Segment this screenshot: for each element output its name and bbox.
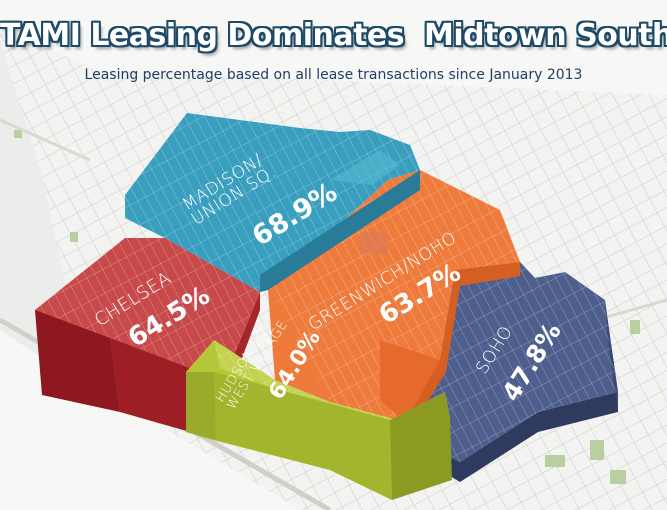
page-subtitle: Leasing percentage based on all lease tr… [84,67,583,83]
district-madison-union-sq[interactable] [125,113,420,292]
district-hudson-sq-west-village[interactable] [186,340,452,500]
page-title: TAMI Leasing Dominates Midtown South [0,18,667,53]
district-soho[interactable] [405,262,618,482]
district-chelsea[interactable] [35,238,260,432]
